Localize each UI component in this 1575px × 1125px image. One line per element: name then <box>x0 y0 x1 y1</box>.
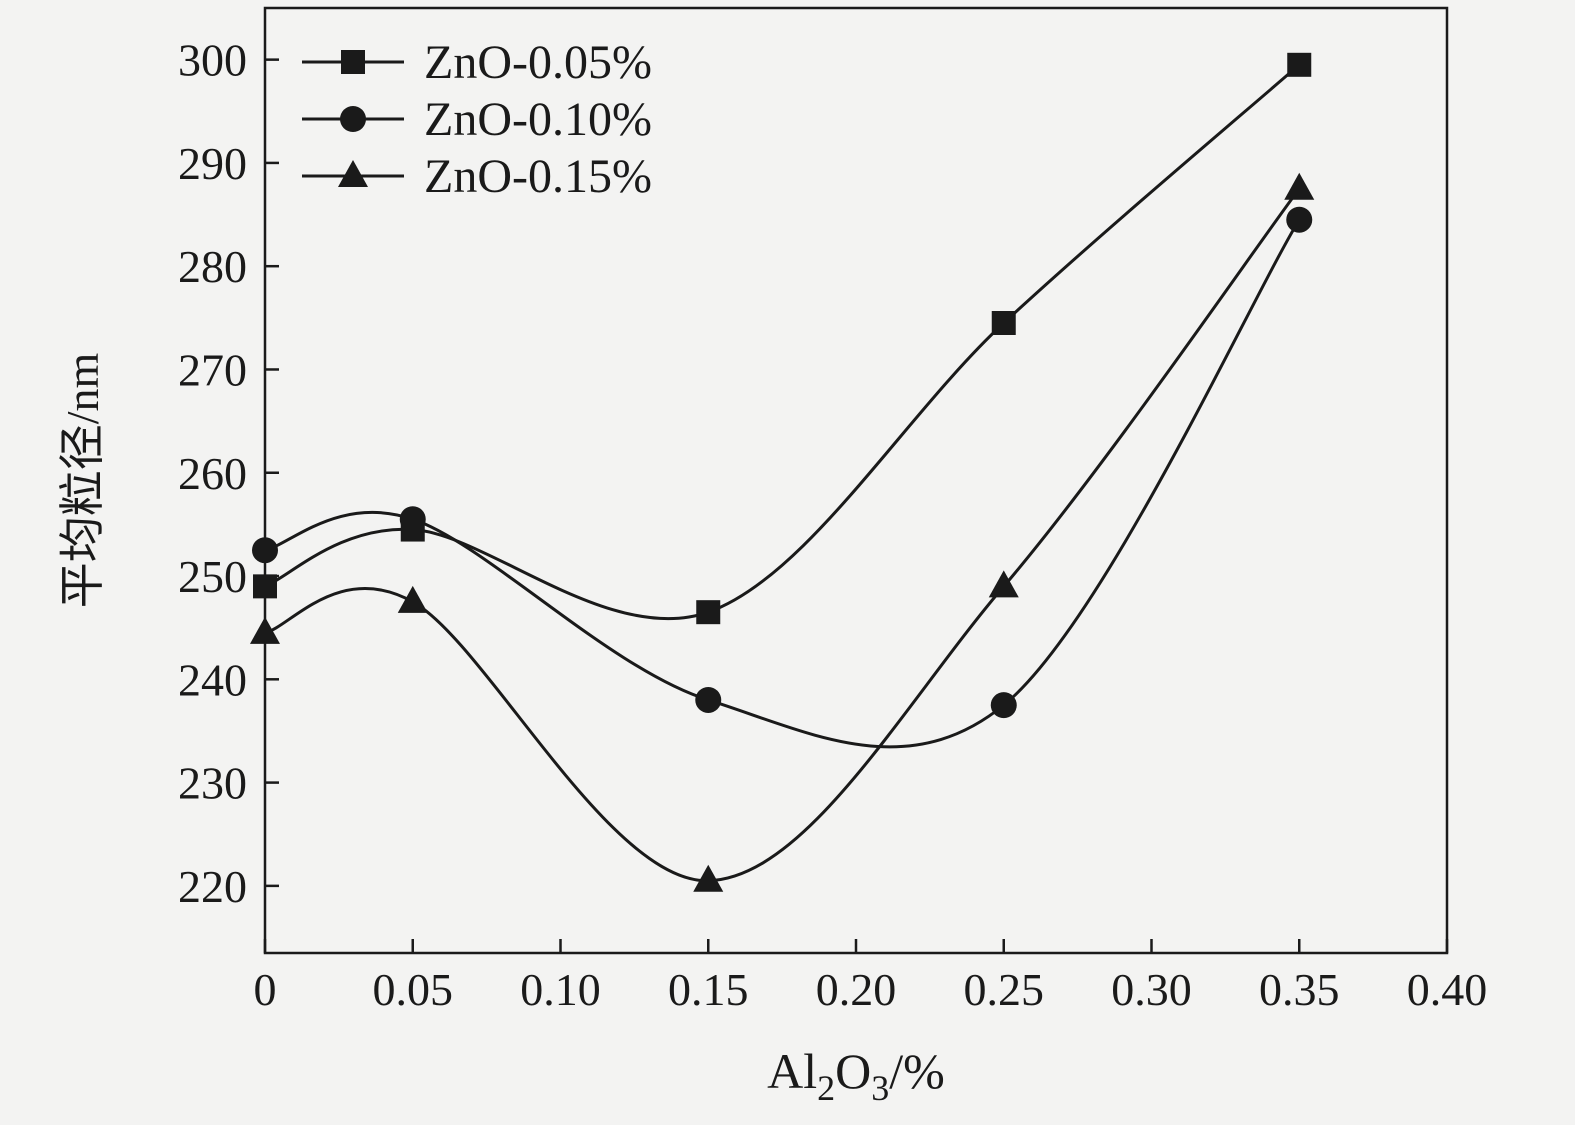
x-tick-label: 0.15 <box>668 964 749 1015</box>
x-tick-label: 0.20 <box>816 964 897 1015</box>
data-point-ZnO-0.05%-x0.15 <box>696 600 721 625</box>
data-point-ZnO-0.05%-x0.35 <box>1287 52 1312 77</box>
y-tick-label: 280 <box>178 241 247 292</box>
data-point-ZnO-0.10%-x0 <box>252 537 278 564</box>
series-ZnO-0.05% <box>253 52 1312 625</box>
x-tick-label: 0.05 <box>373 964 454 1015</box>
data-point-ZnO-0.15%-x0.25 <box>988 570 1019 598</box>
legend-item-ZnO-0.05%: ZnO-0.05% <box>302 36 652 89</box>
legend: ZnO-0.05%ZnO-0.10%ZnO-0.15% <box>302 36 652 203</box>
legend-item-ZnO-0.10%: ZnO-0.10% <box>302 93 652 146</box>
y-tick-label: 250 <box>178 551 247 602</box>
x-tick-label: 0.25 <box>964 964 1045 1015</box>
legend-item-ZnO-0.15%: ZnO-0.15% <box>302 150 652 203</box>
legend-label: ZnO-0.15% <box>424 150 652 203</box>
data-point-ZnO-0.05%-x0.25 <box>991 311 1016 335</box>
series-ZnO-0.10% <box>252 206 1313 749</box>
x-tick-label: 0.35 <box>1259 964 1340 1015</box>
x-axis-title: Al2O3/% <box>767 1043 945 1108</box>
x-tick-label: 0.40 <box>1407 964 1488 1015</box>
y-tick-label: 290 <box>178 138 247 189</box>
data-point-ZnO-0.15%-x0.05 <box>397 585 428 613</box>
legend-label: ZnO-0.05% <box>424 36 652 89</box>
data-point-ZnO-0.10%-x0.05 <box>399 506 426 533</box>
y-tick-label: 220 <box>178 861 247 912</box>
y-tick-label: 260 <box>178 448 247 499</box>
y-tick-label: 300 <box>178 35 247 86</box>
series-ZnO-0.15% <box>250 172 1315 892</box>
legend-circle-marker <box>340 106 366 132</box>
legend-label: ZnO-0.10% <box>424 93 652 146</box>
legend-square-marker <box>341 50 365 74</box>
x-tick-label: 0.10 <box>520 964 601 1015</box>
data-point-ZnO-0.10%-x0.15 <box>695 686 722 713</box>
x-tick-label: 0 <box>254 964 277 1015</box>
data-point-ZnO-0.05%-x0 <box>253 574 277 599</box>
legend-triangle-marker <box>338 160 368 187</box>
data-point-ZnO-0.15%-x0.15 <box>693 864 724 892</box>
series-line-ZnO-0.05% <box>264 63 1301 620</box>
data-point-ZnO-0.10%-x0.25 <box>990 692 1017 719</box>
series-line-ZnO-0.10% <box>264 218 1301 749</box>
data-point-ZnO-0.10%-x0.35 <box>1286 206 1313 233</box>
y-tick-label: 270 <box>178 344 247 395</box>
y-axis-title: 平均粒径/nm <box>57 353 108 609</box>
x-tick-label: 0.30 <box>1111 964 1192 1015</box>
data-point-ZnO-0.15%-x0.35 <box>1284 172 1315 200</box>
y-tick-label: 230 <box>178 758 247 809</box>
data-point-ZnO-0.15%-x0 <box>250 616 280 644</box>
y-tick-label: 240 <box>178 654 247 705</box>
